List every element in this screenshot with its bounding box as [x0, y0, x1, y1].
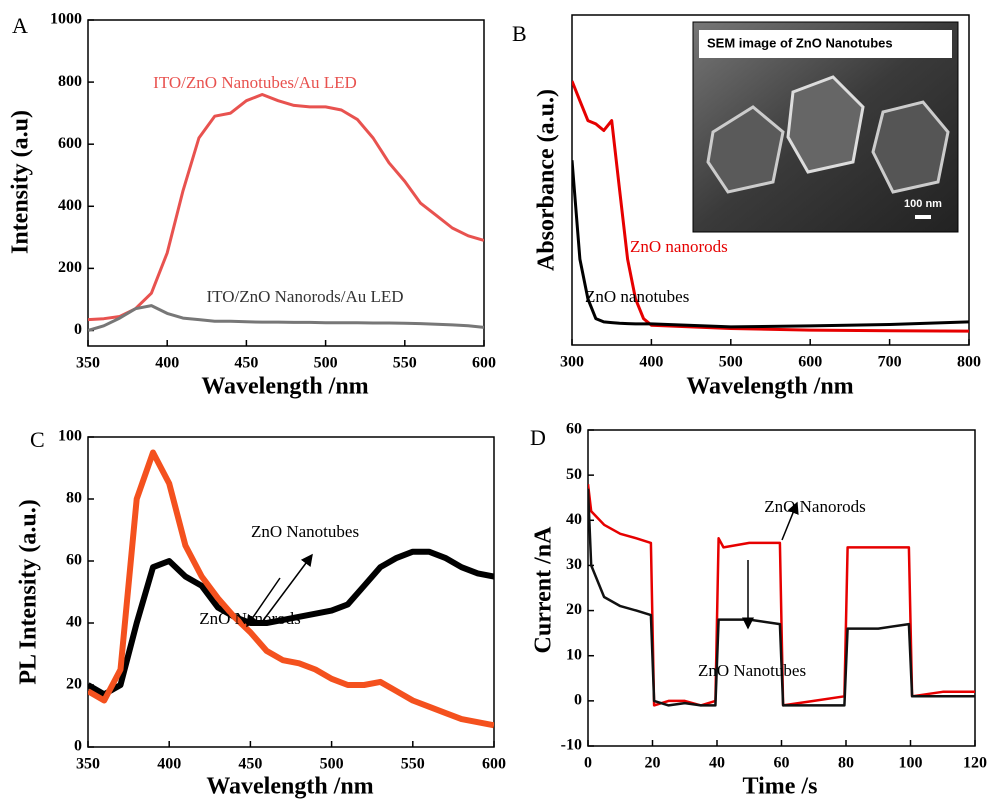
panel-letter: B [512, 21, 527, 46]
y-axis-label: Absorbance (a.u.) [534, 89, 560, 271]
inset-scale: 100 nm [904, 198, 942, 210]
x-tick-label: 800 [957, 354, 981, 371]
x-tick-label: 700 [878, 354, 902, 371]
series-label: ZnO nanorods [630, 237, 728, 256]
x-tick-label: 350 [76, 756, 100, 773]
series-label: ZnO Nanorods [764, 497, 866, 516]
x-tick-label: 450 [234, 355, 258, 372]
y-tick-label: 1000 [50, 11, 82, 28]
y-tick-label: 60 [566, 421, 582, 438]
y-tick-label: -10 [561, 737, 582, 754]
y-tick-label: 800 [58, 73, 82, 90]
x-axis-label: Time /s [743, 774, 818, 800]
x-tick-label: 400 [639, 354, 663, 371]
inset-title: SEM image of ZnO Nanotubes [707, 35, 893, 50]
y-tick-label: 80 [66, 490, 82, 507]
x-tick-label: 500 [719, 354, 743, 371]
x-tick-label: 500 [314, 355, 338, 372]
x-tick-label: 40 [709, 755, 725, 772]
x-tick-label: 400 [157, 756, 181, 773]
y-tick-label: 10 [566, 646, 582, 663]
plot-frame [88, 437, 494, 747]
page: 35040045050055060002004006008001000ITO/Z… [0, 0, 990, 802]
x-tick-label: 550 [393, 355, 417, 372]
x-tick-label: 400 [155, 355, 179, 372]
y-tick-label: 40 [566, 511, 582, 528]
y-tick-label: 30 [566, 556, 582, 573]
x-tick-label: 80 [838, 755, 854, 772]
y-tick-label: 200 [58, 259, 82, 276]
series-label: ZnO Nanorods [199, 609, 301, 628]
series-label: ITO/ZnO Nanotubes/Au LED [153, 73, 357, 92]
x-axis-label: Wavelength /nm [686, 374, 853, 400]
x-tick-label: 60 [774, 755, 790, 772]
y-axis-label: Intensity (a.u) [8, 110, 34, 254]
x-tick-label: 350 [76, 355, 100, 372]
panel-letter: D [530, 425, 546, 450]
y-tick-label: 20 [66, 676, 82, 693]
x-tick-label: 600 [482, 756, 506, 773]
x-tick-label: 20 [645, 755, 661, 772]
x-tick-label: 0 [584, 755, 592, 772]
series-line [88, 95, 484, 320]
x-tick-label: 450 [238, 756, 262, 773]
series-label: ZnO Nanotubes [251, 522, 359, 541]
x-tick-label: 600 [472, 355, 496, 372]
x-tick-label: 500 [320, 756, 344, 773]
y-tick-label: 40 [66, 614, 82, 631]
y-tick-label: 50 [566, 466, 582, 483]
y-axis-label: Current /nA [531, 526, 557, 654]
series-line [88, 306, 484, 331]
y-tick-label: 400 [58, 197, 82, 214]
y-tick-label: 600 [58, 135, 82, 152]
series-label: ZnO nanotubes [585, 287, 689, 306]
y-tick-label: 0 [74, 738, 82, 755]
y-tick-label: 60 [66, 552, 82, 569]
x-tick-label: 300 [560, 354, 584, 371]
x-tick-label: 600 [798, 354, 822, 371]
x-axis-label: Wavelength /nm [206, 774, 373, 800]
y-tick-label: 0 [74, 321, 82, 338]
panel-letter: A [12, 13, 28, 38]
series-label: ZnO Nanotubes [698, 661, 806, 680]
y-tick-label: 0 [574, 692, 582, 709]
x-tick-label: 120 [963, 755, 987, 772]
figure: 35040045050055060002004006008001000ITO/Z… [0, 0, 990, 802]
y-axis-label: PL Intensity (a.u.) [16, 499, 42, 684]
scale-bar [915, 215, 931, 219]
series-label: ITO/ZnO Nanorods/Au LED [206, 287, 403, 306]
x-axis-label: Wavelength /nm [201, 374, 368, 400]
x-tick-label: 550 [401, 756, 425, 773]
panel-letter: C [30, 427, 45, 452]
y-tick-label: 100 [58, 428, 82, 445]
y-tick-label: 20 [566, 601, 582, 618]
x-tick-label: 100 [899, 755, 923, 772]
